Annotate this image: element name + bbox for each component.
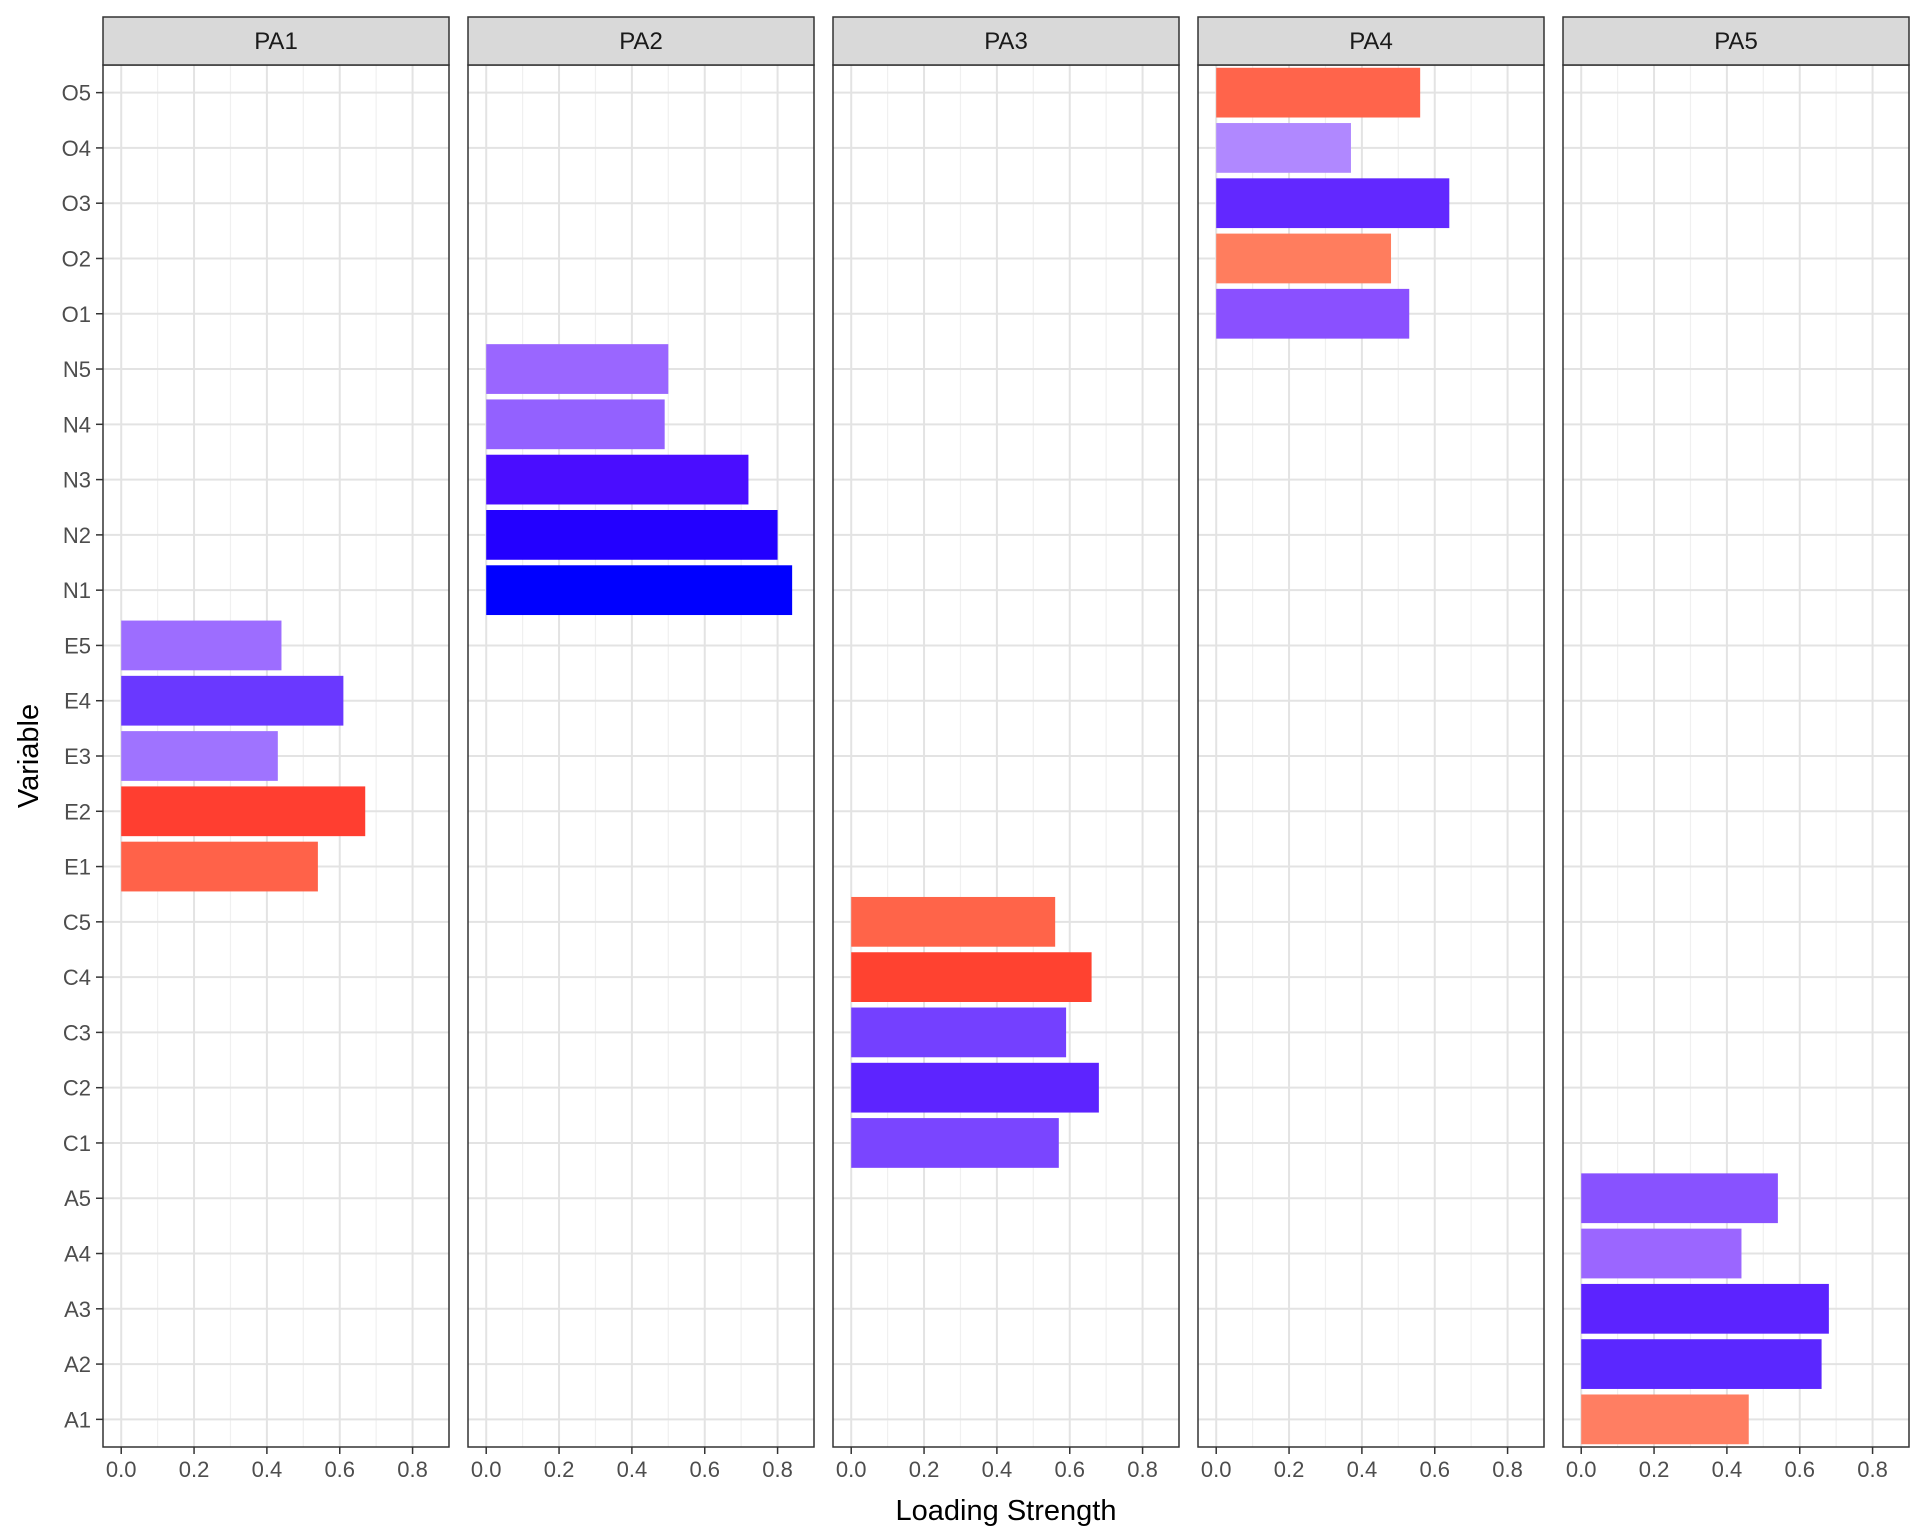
x-tick-label: 0.4 [1347, 1457, 1378, 1482]
y-tick-label: C4 [63, 965, 91, 990]
facet-panels: PA1 0.0 0.2 0.4 0.6 0.8 PA2 0.0 0.2 0.4 0.6 0.8 PA3 0… [102, 16, 1910, 1482]
facet-strip [467, 16, 815, 66]
bar-pa2-n2 [486, 510, 778, 560]
y-tick-label: E4 [64, 689, 91, 714]
y-tick-label: E3 [64, 744, 91, 769]
bar-pa5-a4 [1581, 1228, 1742, 1279]
y-tick-label: E5 [64, 633, 91, 658]
y-tick-label: A3 [64, 1297, 91, 1322]
facet-panel-pa4: PA4 0.0 0.2 0.4 0.6 0.8 [1197, 16, 1545, 1482]
x-tick-label: 0.6 [1419, 1457, 1450, 1482]
x-tick-label: 0.2 [1639, 1457, 1670, 1482]
facet-panel-pa5: PA5 0.0 0.2 0.4 0.6 0.8 [1562, 16, 1910, 1482]
bar-pa4-o2 [1216, 233, 1392, 284]
y-tick-label: C2 [63, 1076, 91, 1101]
facet-panel-pa2: PA2 0.0 0.2 0.4 0.6 0.8 [467, 16, 815, 1482]
y-tick-label: N3 [63, 468, 91, 493]
facet-panel-pa3: PA3 0.0 0.2 0.4 0.6 0.8 [832, 16, 1180, 1482]
y-tick-label: A2 [64, 1352, 91, 1377]
x-tick-label: 0.8 [762, 1457, 793, 1482]
x-tick-label: 0.8 [1492, 1457, 1523, 1482]
facet-strip [832, 16, 1180, 66]
y-tick-label: N4 [63, 412, 91, 437]
x-tick-label: 0.0 [471, 1457, 502, 1482]
bar-pa5-a1 [1581, 1394, 1749, 1445]
facet-strip-label: PA1 [254, 28, 298, 55]
x-tick-label: 0.4 [1712, 1457, 1743, 1482]
bar-pa1-e1 [121, 841, 318, 892]
y-tick-label: O2 [62, 246, 91, 271]
bar-pa2-n4 [486, 399, 665, 450]
x-tick-label: 0.0 [106, 1457, 137, 1482]
bar-pa2-n1 [486, 565, 793, 616]
x-tick-label: 0.2 [544, 1457, 575, 1482]
bar-pa2-n3 [486, 454, 749, 505]
bar-pa5-a3 [1581, 1283, 1829, 1334]
x-tick-label: 0.4 [617, 1457, 648, 1482]
x-tick-label: 0.4 [982, 1457, 1013, 1482]
y-tick-label: O4 [62, 136, 91, 161]
bar-pa2-n5 [486, 344, 669, 394]
bar-pa3-c1 [851, 1118, 1059, 1168]
facet-panel-pa1: PA1 0.0 0.2 0.4 0.6 0.8 [102, 16, 450, 1482]
x-tick-label: 0.6 [1054, 1457, 1085, 1482]
x-tick-label: 0.2 [179, 1457, 210, 1482]
y-tick-label: C5 [63, 910, 91, 935]
y-tick-label: N1 [63, 578, 91, 603]
x-tick-label: 0.6 [689, 1457, 720, 1482]
y-tick-label: E1 [64, 855, 91, 880]
y-axis: A1 A2 A3 A4 A5 C1 C2 C3 C4 C5 E1 E2 E3 E4 E5 N1 N2 N3 N4 N5… [62, 81, 103, 1432]
x-tick-label: 0.8 [1857, 1457, 1888, 1482]
bar-pa3-c2 [851, 1062, 1099, 1113]
y-tick-label: E2 [64, 799, 91, 824]
y-tick-label: A1 [64, 1407, 91, 1432]
bar-pa1-e5 [121, 620, 282, 671]
x-tick-label: 0.4 [252, 1457, 283, 1482]
y-tick-label: A5 [64, 1186, 91, 1211]
facet-strip [1562, 16, 1910, 66]
y-tick-label: N2 [63, 523, 91, 548]
bar-pa4-o3 [1216, 178, 1450, 229]
facet-strip-label: PA5 [1714, 28, 1758, 55]
x-tick-label: 0.2 [1274, 1457, 1305, 1482]
x-tick-label: 0.2 [909, 1457, 940, 1482]
bar-pa4-o5 [1216, 67, 1421, 118]
y-axis-title: Variable [13, 704, 45, 808]
facet-strip [102, 16, 450, 66]
bar-pa3-c5 [851, 896, 1056, 947]
facet-strip [1197, 16, 1545, 66]
bar-pa1-e3 [121, 731, 278, 781]
bar-pa1-e2 [121, 786, 366, 837]
y-tick-label: O3 [62, 191, 91, 216]
bar-pa5-a2 [1581, 1339, 1822, 1389]
y-tick-label: N5 [63, 357, 91, 382]
y-tick-label: O5 [62, 81, 91, 106]
bar-pa3-c3 [851, 1007, 1067, 1058]
bar-pa1-e4 [121, 675, 344, 726]
y-tick-label: A4 [64, 1242, 91, 1267]
y-tick-label: O1 [62, 302, 91, 327]
x-tick-label: 0.8 [1127, 1457, 1158, 1482]
x-tick-label: 0.0 [1201, 1457, 1232, 1482]
x-tick-label: 0.0 [836, 1457, 867, 1482]
facet-strip-label: PA2 [619, 28, 663, 55]
bar-pa5-a5 [1581, 1173, 1778, 1224]
y-tick-label: C3 [63, 1020, 91, 1045]
y-tick-label: C1 [63, 1131, 91, 1156]
x-tick-label: 0.0 [1566, 1457, 1597, 1482]
facet-strip-label: PA4 [1349, 28, 1393, 55]
bar-pa4-o4 [1216, 123, 1351, 173]
x-tick-label: 0.6 [324, 1457, 355, 1482]
x-axis-title: Loading Strength [896, 1495, 1117, 1527]
x-tick-label: 0.6 [1784, 1457, 1815, 1482]
bar-pa4-o1 [1216, 288, 1410, 339]
facet-strip-label: PA3 [984, 28, 1028, 55]
bar-pa3-c4 [851, 952, 1092, 1002]
x-tick-label: 0.8 [397, 1457, 428, 1482]
